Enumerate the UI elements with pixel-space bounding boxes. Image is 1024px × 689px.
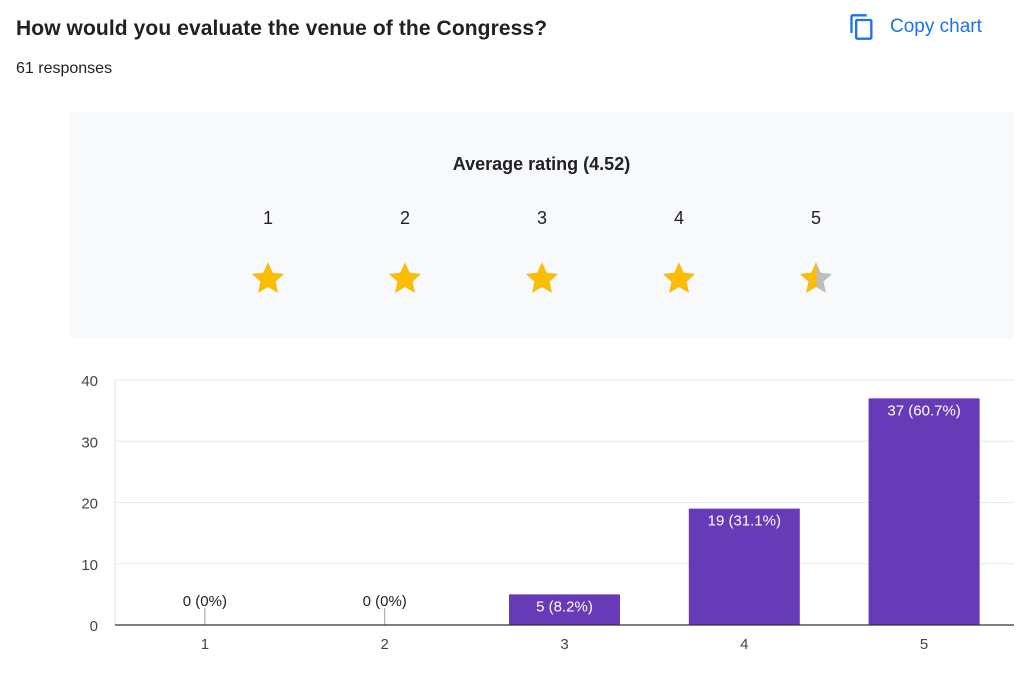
bar-data-label: 0 (0%) (363, 593, 407, 610)
bar-data-label: 37 (60.7%) (887, 402, 960, 419)
question-title: How would you evaluate the venue of the … (16, 17, 548, 40)
copy-chart-label: Copy chart (890, 16, 982, 37)
x-tick-label: 2 (381, 636, 389, 653)
rating-scale-label-5: 5 (810, 208, 821, 228)
bar-data-label: 5 (8.2%) (536, 598, 593, 615)
x-tick-label: 5 (920, 636, 928, 653)
rating-scale-label-3: 3 (536, 208, 547, 228)
rating-scale-label-2: 2 (399, 208, 410, 228)
x-tick-label: 4 (740, 636, 748, 653)
y-tick-label: 0 (90, 618, 98, 635)
average-rating-title: Average rating (4.52) (452, 154, 631, 174)
star-icon (252, 262, 284, 293)
rating-scale-label-4: 4 (673, 208, 684, 228)
star-icon (663, 262, 695, 293)
y-tick-label: 10 (81, 557, 98, 574)
star-icon (526, 262, 558, 293)
response-count: 61 responses (16, 60, 113, 77)
bar (688, 508, 800, 625)
x-tick-label: 3 (560, 636, 568, 653)
y-tick-label: 30 (81, 434, 98, 451)
x-tick-label: 1 (201, 636, 209, 653)
bar-data-label: 19 (31.1%) (708, 513, 781, 530)
y-tick-label: 40 (81, 373, 98, 390)
star-icon (800, 262, 832, 293)
bar-data-label: 0 (0%) (183, 593, 227, 610)
bar (509, 594, 620, 625)
copy-chart-button[interactable]: Copy chart (848, 10, 1008, 44)
bar (868, 398, 980, 625)
star-icon (389, 262, 421, 293)
responses-bar-chart: 0 10 20 30 40 0 (0%) 1 0 (0%) 2 5 (8.2%) 3 19 (31.1… (81, 373, 1014, 653)
copy-icon (850, 14, 873, 40)
rating-scale-label-1: 1 (262, 208, 273, 228)
y-tick-label: 20 (81, 496, 98, 513)
average-rating-panel: Average rating (4.52) 1 2 3 4 5 (69, 112, 1014, 338)
